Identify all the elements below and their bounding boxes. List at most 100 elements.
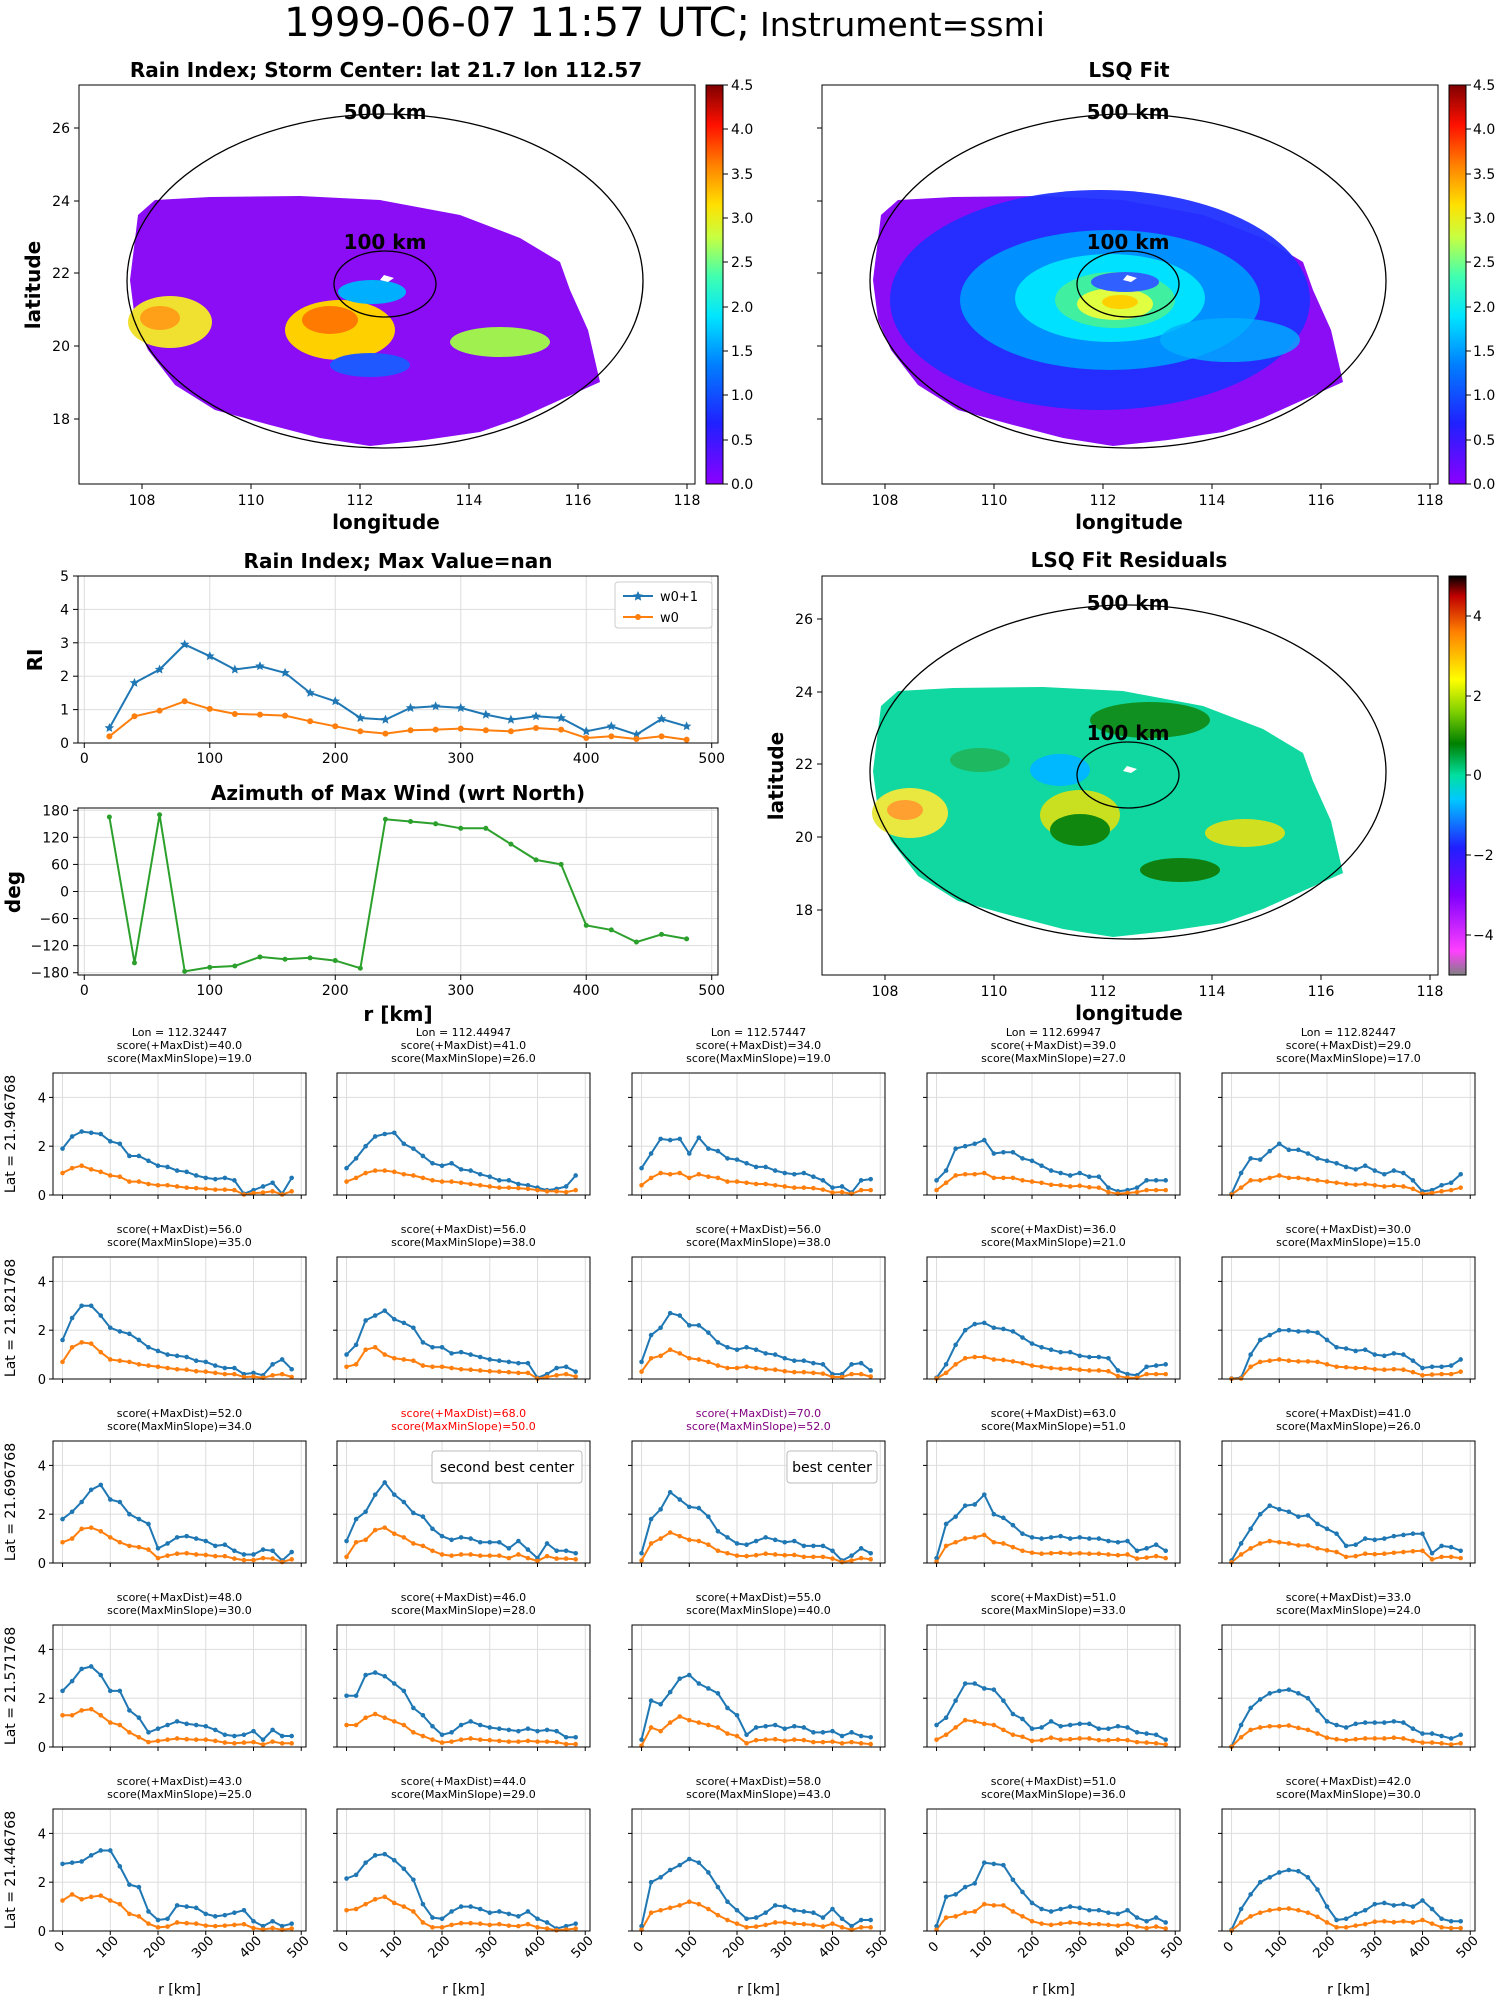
data-point (981, 1170, 987, 1176)
data-point (772, 1352, 778, 1357)
data-point (696, 1505, 702, 1511)
data-point (213, 1727, 218, 1733)
data-point (744, 1741, 749, 1746)
data-point (60, 1539, 65, 1545)
data-point (573, 1557, 578, 1562)
data-point (858, 1360, 864, 1366)
data-point (1134, 1556, 1140, 1561)
data-point (801, 1921, 807, 1927)
data-point (1077, 1920, 1083, 1926)
data-point (725, 1344, 730, 1350)
panel-frame (336, 1256, 591, 1380)
data-point (270, 1362, 275, 1367)
colorbar-rain-ticks: 0.0 0.5 1.0 1.5 2.0 2.5 3.0 3.5 4.0 4.5 (723, 78, 753, 493)
panel-frame (631, 1072, 886, 1196)
data-point (792, 1185, 797, 1190)
data-point (1458, 1548, 1463, 1554)
data-point (477, 1182, 483, 1188)
data-point (439, 1344, 445, 1350)
data-point (544, 1920, 550, 1925)
x-tick-label: 300 (768, 1933, 796, 1961)
data-point (868, 1734, 873, 1740)
data-point (107, 1173, 113, 1178)
data-point (411, 1541, 416, 1546)
data-point (830, 1190, 835, 1195)
data-point (487, 1910, 493, 1915)
data-point (686, 1717, 692, 1723)
data-point (1096, 1726, 1102, 1731)
data-point-star (230, 664, 240, 674)
data-point (477, 1737, 483, 1742)
data-point (332, 723, 339, 730)
data-point (231, 710, 238, 717)
profile-panel: Lon = 112.82447score(+MaxDist)=29.0score… (1218, 1026, 1476, 1199)
x-tick-label: 200 (720, 1933, 748, 1961)
data-point (972, 1909, 978, 1914)
map-rain-ylabel: latitude (21, 241, 45, 329)
profile-panel: score(+MaxDist)=43.0score(MaxMinSlope)=2… (3, 1775, 313, 1998)
data-point (260, 1555, 266, 1561)
series-line-w0 (62, 1526, 292, 1564)
data-point (222, 1912, 228, 1918)
data-point (725, 1156, 730, 1161)
data-point (1020, 1548, 1025, 1554)
data-point (98, 1349, 104, 1355)
data-point (544, 1727, 550, 1733)
data-point (734, 1733, 740, 1739)
profile-panel: score(+MaxDist)=42.0score(MaxMinSlope)=3… (1218, 1775, 1482, 1998)
data-point (1067, 1722, 1073, 1728)
data-point (801, 1543, 807, 1549)
data-point (706, 1722, 711, 1728)
data-point (88, 1341, 94, 1346)
data-point (962, 1910, 968, 1915)
data-point (353, 1362, 359, 1367)
data-point (820, 1187, 826, 1192)
data-point (858, 1925, 864, 1930)
data-point-star (129, 677, 140, 687)
y-tick-label: 0 (38, 1557, 46, 1572)
data-point (573, 1550, 578, 1556)
data-point (439, 1552, 445, 1557)
x-tick-label: 118 (1417, 984, 1444, 1000)
data-point (213, 1187, 218, 1192)
data-point (289, 1189, 294, 1194)
data-point (953, 1914, 958, 1919)
data-point-star (330, 696, 340, 706)
data-point (1362, 1181, 1368, 1187)
data-point (525, 1909, 531, 1914)
data-point (1096, 1368, 1102, 1373)
data-point (1286, 1541, 1292, 1546)
data-point (506, 1185, 512, 1190)
data-point (391, 1681, 397, 1686)
data-point (934, 1555, 939, 1561)
score-maxminslope: score(MaxMinSlope)=19.0 (107, 1052, 252, 1065)
data-point (289, 1926, 294, 1931)
data-point (991, 1325, 997, 1331)
data-point (667, 1530, 673, 1535)
map-resid-ylabel: latitude (764, 732, 788, 820)
series-line-w0 (640, 1348, 871, 1378)
data-point (1077, 1550, 1083, 1556)
data-point (706, 1359, 711, 1365)
data-point (782, 1368, 788, 1374)
data-point (1267, 1358, 1273, 1363)
data-point (533, 857, 539, 863)
profile-panel: score(+MaxDist)=52.0score(MaxMinSlope)=3… (3, 1407, 307, 1572)
cbar-tick-label: 3.5 (1473, 167, 1495, 183)
data-point (497, 1553, 502, 1558)
data-point (439, 1163, 445, 1169)
data-point (1125, 1921, 1130, 1927)
data-point (943, 1543, 949, 1549)
data-point (155, 1364, 161, 1370)
data-point (981, 1860, 987, 1865)
data-point (382, 1308, 388, 1313)
data-point (639, 1550, 644, 1556)
data-point (270, 1727, 275, 1733)
data-point (1401, 1901, 1406, 1907)
data-point (270, 1556, 275, 1561)
data-point (1238, 1734, 1244, 1740)
data-point (407, 727, 414, 734)
data-point-star (104, 723, 115, 732)
data-point (289, 1557, 294, 1562)
panel-frame (336, 1440, 591, 1564)
